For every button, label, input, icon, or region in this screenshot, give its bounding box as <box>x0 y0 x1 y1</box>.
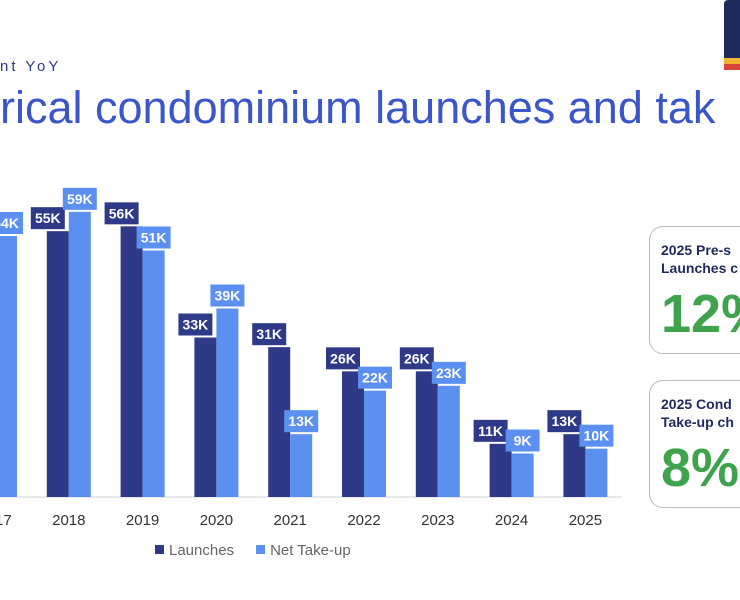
stat-card: 2025 Cond Take-up ch 8% <box>649 380 740 508</box>
label-box <box>178 313 213 336</box>
value-label: 59K <box>62 187 97 210</box>
bar <box>489 443 512 497</box>
label-box <box>579 424 614 447</box>
label-box <box>210 284 245 307</box>
label-box <box>284 410 319 433</box>
bar <box>342 371 364 497</box>
x-tick-label: 2020 <box>200 512 233 529</box>
value-label: 39K <box>210 284 245 307</box>
value-label-text: 22K <box>362 370 388 386</box>
x-tick-label: 2024 <box>495 512 528 529</box>
value-label-text: 10K <box>584 428 610 444</box>
value-label-text: 26K <box>404 350 430 366</box>
x-tick-label: 2025 <box>569 512 602 529</box>
card-label: Launches c <box>661 260 739 276</box>
value-label: 13K <box>284 410 319 433</box>
value-label: 33K <box>178 313 213 336</box>
label-box <box>326 347 360 370</box>
label-box <box>473 419 508 442</box>
label-box <box>104 202 139 225</box>
label-box <box>0 212 23 234</box>
value-label: 23K <box>431 361 466 384</box>
card-label: Take-up ch <box>661 414 734 430</box>
bar <box>511 453 534 497</box>
value-label: 22K <box>358 366 392 389</box>
x-tick-label: 2022 <box>347 512 380 529</box>
label-box <box>358 366 392 389</box>
label-box <box>136 226 171 249</box>
value-label: 9K <box>505 429 540 452</box>
card-value: 8% <box>661 438 740 498</box>
value-label-text: 11K <box>478 423 503 439</box>
value-label-text: 33K <box>183 317 209 333</box>
value-label-text: 23K <box>436 365 462 381</box>
value-label: 31K <box>252 323 287 346</box>
value-label-text: 59K <box>67 191 93 207</box>
bar <box>46 231 69 497</box>
bar <box>563 434 586 497</box>
x-tick-label: 2021 <box>274 512 307 529</box>
x-tick-label: 2017 <box>0 512 12 529</box>
value-label-text: 54K <box>0 215 19 231</box>
value-label: 26K <box>399 347 434 370</box>
chart: 2017 54K 2018 55K 59K 2019 56K 51K 2020 33K 39K 202… <box>0 187 622 559</box>
card-value: 12% <box>661 284 740 344</box>
bar <box>364 390 386 497</box>
value-label: 11K <box>473 419 508 442</box>
bar <box>268 347 291 497</box>
bar <box>68 211 91 498</box>
bar <box>142 250 165 497</box>
label-box <box>399 347 434 370</box>
value-label-text: 13K <box>552 413 578 429</box>
value-label: 10K <box>579 424 614 447</box>
stat-card: 2025 Pre-s Launches c 12% <box>649 226 740 354</box>
slide-title: rical condominium launches and tak <box>0 82 716 133</box>
value-label-text: 55K <box>35 210 61 226</box>
value-label-text: 13K <box>288 413 314 429</box>
value-label-text: 26K <box>330 350 356 366</box>
kicker: nt YoY <box>0 58 62 75</box>
legend-swatch <box>155 545 164 554</box>
value-label: 51K <box>136 226 171 249</box>
legend-label: Launches <box>169 542 234 559</box>
value-label: 26K <box>326 347 360 370</box>
bar <box>415 371 438 497</box>
bar <box>0 236 17 497</box>
card-label: 2025 Pre-s <box>661 242 732 258</box>
card-label: 2025 Cond <box>661 396 732 412</box>
bar <box>216 308 239 497</box>
x-tick-label: 2023 <box>421 512 454 529</box>
bar <box>194 337 217 497</box>
label-box <box>30 207 65 230</box>
x-tick-label: 2018 <box>52 512 85 529</box>
bar <box>585 448 608 497</box>
label-box <box>62 187 97 210</box>
label-box <box>505 429 540 452</box>
value-label-text: 51K <box>141 230 167 246</box>
value-label-text: 9K <box>514 433 532 449</box>
x-tick-label: 2019 <box>126 512 159 529</box>
value-label-text: 39K <box>215 288 241 304</box>
value-label: 56K <box>104 202 139 225</box>
bar <box>290 434 313 497</box>
label-box <box>547 410 582 433</box>
value-label-text: 31K <box>256 326 282 342</box>
value-label-text: 56K <box>109 205 135 221</box>
logo <box>724 0 740 70</box>
value-label: 55K <box>30 207 65 230</box>
bar <box>437 385 460 497</box>
value-label: 54K <box>0 212 23 234</box>
legend-label: Net Take-up <box>270 542 351 559</box>
bar <box>120 226 143 498</box>
legend-swatch <box>256 545 266 554</box>
label-box <box>431 361 466 384</box>
label-box <box>252 323 287 346</box>
value-label: 13K <box>547 410 582 433</box>
